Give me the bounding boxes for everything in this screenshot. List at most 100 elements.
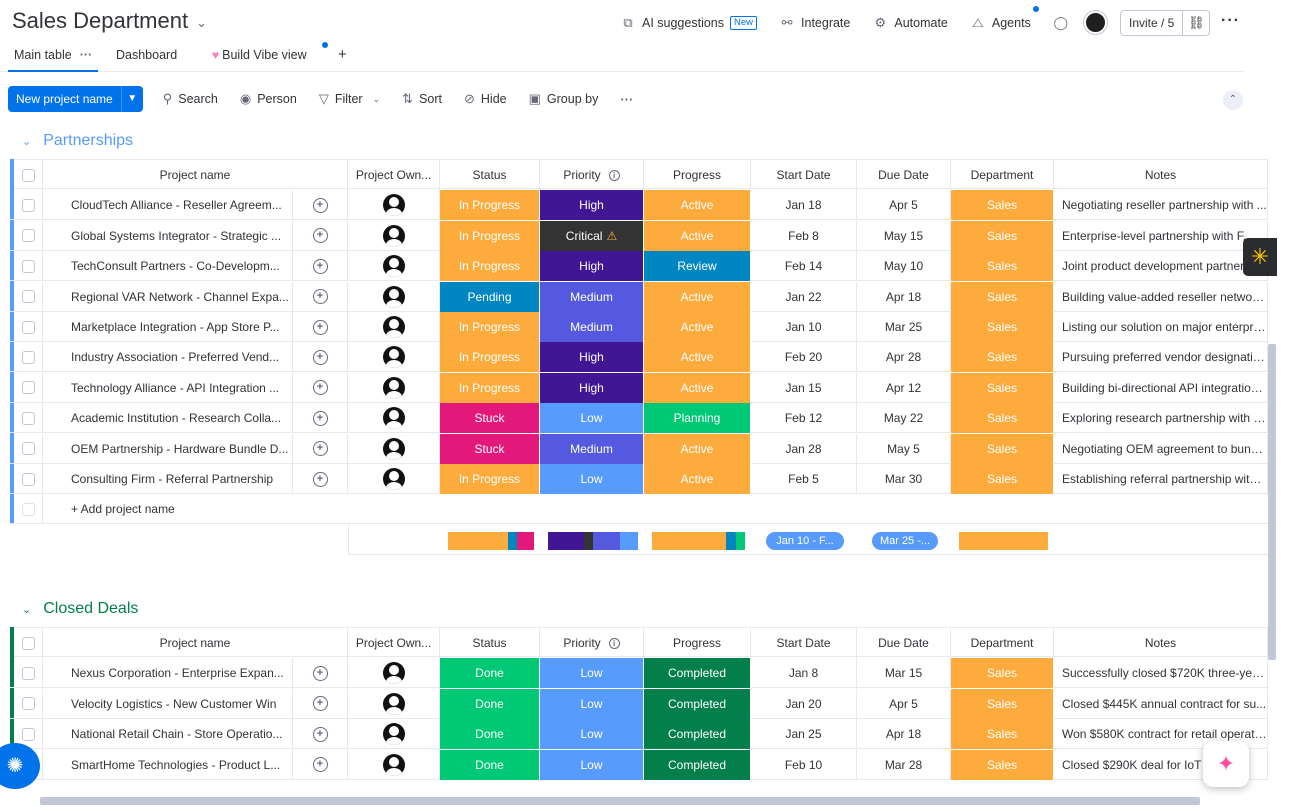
column-header-notes[interactable]: Notes	[1054, 628, 1268, 658]
notes-cell[interactable]: Joint product development partnersh...	[1054, 251, 1268, 282]
status-cell[interactable]: In Progress	[440, 372, 540, 403]
start-date-cell[interactable]: Jan 25	[751, 719, 857, 750]
status-cell[interactable]: Done	[440, 658, 540, 689]
status-cell[interactable]: Stuck	[440, 433, 540, 464]
column-header-name[interactable]: Project name	[43, 160, 348, 190]
row-checkbox-cell[interactable]	[14, 220, 43, 251]
table-row[interactable]: Velocity Logistics - New Customer Win + Do…	[10, 688, 1268, 719]
notes-cell[interactable]: Pursuing preferred vendor designatio...	[1054, 342, 1268, 373]
add-update-cell[interactable]: +	[293, 688, 348, 719]
table-row[interactable]: National Retail Chain - Store Operatio..…	[10, 719, 1268, 750]
project-name-cell[interactable]: Academic Institution - Research Colla...	[43, 403, 293, 434]
project-name-cell[interactable]: Global Systems Integrator - Strategic ..…	[43, 220, 293, 251]
column-header-status[interactable]: Status	[440, 628, 540, 658]
asterisk-widget-icon[interactable]: ✳	[1243, 238, 1277, 276]
table-row[interactable]: Industry Association - Preferred Vend...…	[10, 342, 1268, 373]
start-date-cell[interactable]: Jan 15	[751, 372, 857, 403]
owner-cell[interactable]	[348, 719, 440, 750]
table-row[interactable]: Global Systems Integrator - Strategic ..…	[10, 220, 1268, 251]
progress-cell[interactable]: Completed	[644, 658, 751, 689]
status-cell[interactable]: In Progress	[440, 342, 540, 373]
priority-cell[interactable]: Critical ⚠	[540, 220, 644, 251]
owner-cell[interactable]	[348, 403, 440, 434]
table-row[interactable]: Marketplace Integration - App Store P...…	[10, 312, 1268, 342]
info-icon[interactable]: i	[608, 637, 620, 649]
owner-cell[interactable]	[348, 372, 440, 403]
search-button[interactable]: ⚲ Search	[163, 91, 218, 107]
add-update-icon[interactable]: +	[312, 410, 328, 426]
due-date-cell[interactable]: Apr 12	[857, 372, 951, 403]
notes-cell[interactable]: Closed $290K deal for IoT ...an...	[1054, 749, 1268, 780]
column-header-owner[interactable]: Project Own...	[348, 160, 440, 190]
agents-button[interactable]: ⧍ Agents	[970, 15, 1031, 31]
status-cell[interactable]: In Progress	[440, 251, 540, 282]
row-checkbox[interactable]	[21, 229, 35, 243]
department-cell[interactable]: Sales	[951, 251, 1054, 282]
priority-cell[interactable]: High	[540, 251, 644, 282]
owner-cell[interactable]	[348, 220, 440, 251]
project-name-cell[interactable]: CloudTech Alliance - Reseller Agreem...	[43, 190, 293, 221]
due-date-cell[interactable]: May 5	[857, 433, 951, 464]
status-cell[interactable]: In Progress	[440, 220, 540, 251]
priority-cell[interactable]: Low	[540, 658, 644, 689]
row-checkbox-cell[interactable]	[14, 688, 43, 719]
due-date-cell[interactable]: May 10	[857, 251, 951, 282]
select-all-checkbox-cell[interactable]	[14, 628, 43, 658]
row-checkbox[interactable]	[21, 472, 35, 486]
start-date-cell[interactable]: Jan 10	[751, 312, 857, 342]
department-cell[interactable]: Sales	[951, 281, 1054, 312]
tab-main-table[interactable]: Main table ···	[7, 48, 99, 72]
progress-cell[interactable]: Completed	[644, 688, 751, 719]
due-date-cell[interactable]: Apr 28	[857, 342, 951, 373]
column-header-priority[interactable]: Priority i	[540, 160, 644, 190]
column-header-start[interactable]: Start Date	[751, 628, 857, 658]
department-cell[interactable]: Sales	[951, 372, 1054, 403]
owner-cell[interactable]	[348, 433, 440, 464]
add-update-cell[interactable]: +	[293, 251, 348, 282]
due-date-cell[interactable]: Apr 5	[857, 190, 951, 221]
priority-cell[interactable]: High	[540, 190, 644, 221]
due-date-cell[interactable]: Mar 25	[857, 312, 951, 342]
owner-cell[interactable]	[348, 251, 440, 282]
priority-cell[interactable]: High	[540, 372, 644, 403]
column-header-due[interactable]: Due Date	[857, 160, 951, 190]
progress-cell[interactable]: Review	[644, 251, 751, 282]
start-date-cell[interactable]: Jan 18	[751, 190, 857, 221]
sort-button[interactable]: ⇅ Sort	[402, 91, 442, 107]
row-checkbox[interactable]	[21, 290, 35, 304]
filter-button[interactable]: ▽ Filter ⌄	[319, 91, 380, 107]
row-checkbox[interactable]	[21, 442, 35, 456]
progress-cell[interactable]: Active	[644, 464, 751, 494]
add-view-button[interactable]: +	[338, 46, 347, 63]
priority-cell[interactable]: Low	[540, 403, 644, 434]
row-checkbox-cell[interactable]	[14, 719, 43, 750]
table-row[interactable]: TechConsult Partners - Co-Developm... + In…	[10, 251, 1268, 282]
due-date-cell[interactable]: May 22	[857, 403, 951, 434]
table-row[interactable]: SmartHome Technologies - Product L... + Do…	[10, 749, 1268, 780]
owner-cell[interactable]	[348, 658, 440, 689]
progress-cell[interactable]: Active	[644, 372, 751, 403]
due-date-cell[interactable]: May 15	[857, 220, 951, 251]
vertical-scrollbar[interactable]	[1268, 344, 1276, 660]
column-header-start[interactable]: Start Date	[751, 160, 857, 190]
table-row[interactable]: CloudTech Alliance - Reseller Agreem... +…	[10, 190, 1268, 221]
project-name-cell[interactable]: Marketplace Integration - App Store P...	[43, 312, 293, 342]
board-title[interactable]: Sales Department ⌄	[12, 8, 207, 34]
add-project-row[interactable]: + Add project name	[10, 494, 1268, 525]
status-cell[interactable]: Done	[440, 688, 540, 719]
start-date-cell[interactable]: Jan 20	[751, 688, 857, 719]
column-header-department[interactable]: Department	[951, 628, 1054, 658]
add-update-icon[interactable]: +	[312, 726, 328, 742]
start-date-cell[interactable]: Feb 8	[751, 220, 857, 251]
add-update-cell[interactable]: +	[293, 403, 348, 434]
summary-distribution-status[interactable]	[448, 531, 534, 550]
add-project-input[interactable]: + Add project name	[43, 494, 1268, 524]
add-update-icon[interactable]: +	[312, 471, 328, 487]
owner-cell[interactable]	[348, 312, 440, 342]
project-name-cell[interactable]: Nexus Corporation - Enterprise Expan...	[43, 658, 293, 689]
row-checkbox-cell[interactable]	[14, 433, 43, 464]
chevron-down-icon[interactable]: ⌄	[22, 135, 32, 148]
select-all-checkbox[interactable]	[21, 168, 35, 182]
department-cell[interactable]: Sales	[951, 688, 1054, 719]
row-checkbox[interactable]	[21, 259, 35, 273]
